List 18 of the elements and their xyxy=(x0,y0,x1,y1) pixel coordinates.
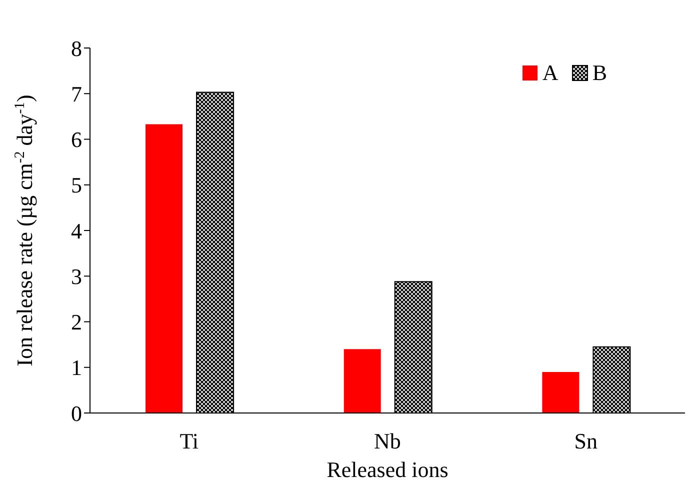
y-tick-label: 6 xyxy=(71,127,82,152)
y-tick-label: 4 xyxy=(71,218,82,244)
legend-label: B xyxy=(592,60,607,86)
bar xyxy=(344,349,381,413)
x-axis-title: Released ions xyxy=(326,457,448,482)
y-tick-label: 3 xyxy=(71,264,82,289)
bar xyxy=(542,372,580,413)
y-tick-label: 2 xyxy=(71,310,82,335)
y-tick-label: 8 xyxy=(71,36,82,61)
legend-label: A xyxy=(542,60,558,86)
y-tick-label: 5 xyxy=(71,172,82,198)
x-tick-label: Sn xyxy=(574,428,598,454)
x-tick-label: Nb xyxy=(374,428,401,454)
y-tick-label: 1 xyxy=(71,355,82,380)
y-tick-label: 7 xyxy=(71,81,82,106)
x-tick-label: Ti xyxy=(180,428,199,454)
y-tick-label: 0 xyxy=(71,400,82,426)
bar xyxy=(146,124,183,413)
